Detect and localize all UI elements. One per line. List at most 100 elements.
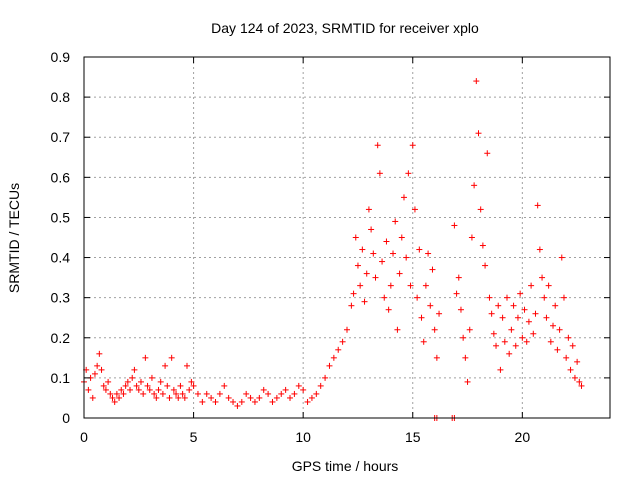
data-point xyxy=(420,338,427,345)
data-point xyxy=(517,290,524,297)
data-point xyxy=(124,378,131,385)
data-point xyxy=(396,270,403,277)
data-point xyxy=(146,386,153,393)
data-point xyxy=(144,382,151,389)
data-point xyxy=(344,326,350,333)
data-point xyxy=(122,382,129,389)
data-point xyxy=(339,338,346,345)
data-point xyxy=(578,382,585,389)
data-point xyxy=(287,394,294,401)
data-point xyxy=(300,386,307,393)
data-point xyxy=(460,334,467,341)
data-point xyxy=(560,294,567,301)
data-point xyxy=(260,386,267,393)
data-point xyxy=(190,382,197,389)
y-tick-label: 0.8 xyxy=(51,89,71,105)
data-point xyxy=(558,254,565,261)
data-point xyxy=(462,354,469,361)
data-point xyxy=(363,270,370,277)
data-point xyxy=(539,274,546,281)
data-point xyxy=(374,142,381,149)
data-point xyxy=(184,362,191,369)
data-point xyxy=(433,354,440,361)
data-point xyxy=(164,382,171,389)
data-point xyxy=(269,398,276,405)
y-tick-label: 0.9 xyxy=(51,49,71,65)
data-point xyxy=(501,338,508,345)
data-point xyxy=(523,338,530,345)
data-point xyxy=(105,378,112,385)
y-tick-label: 0.3 xyxy=(51,290,71,306)
x-tick-label: 15 xyxy=(405,429,421,445)
data-point xyxy=(455,274,462,281)
data-point xyxy=(159,390,166,397)
data-point xyxy=(390,250,397,257)
data-point xyxy=(556,326,563,333)
data-point xyxy=(291,390,298,397)
data-point xyxy=(162,362,169,369)
data-point xyxy=(273,394,280,401)
data-point xyxy=(493,342,500,349)
y-tick-label: 0.2 xyxy=(51,330,71,346)
data-point xyxy=(335,346,342,353)
data-point xyxy=(135,386,142,393)
data-point xyxy=(550,322,557,329)
y-tick-label: 0.5 xyxy=(51,209,71,225)
data-point xyxy=(225,394,232,401)
x-tick-labels: 0 5 10 15 20 xyxy=(80,429,530,445)
data-point xyxy=(326,362,333,369)
data-point xyxy=(175,394,182,401)
data-point xyxy=(100,382,107,389)
data-point xyxy=(528,282,535,289)
data-point xyxy=(247,394,254,401)
data-point xyxy=(429,266,436,273)
data-point xyxy=(403,254,410,261)
y-tick-label: 0.1 xyxy=(51,370,71,386)
data-point xyxy=(131,366,138,373)
data-point xyxy=(265,390,272,397)
data-point xyxy=(414,294,421,301)
data-point xyxy=(409,142,416,149)
data-point xyxy=(381,294,388,301)
data-point xyxy=(89,394,96,401)
data-point xyxy=(479,242,486,249)
data-point xyxy=(153,394,160,401)
data-point xyxy=(91,370,98,377)
data-point xyxy=(486,294,493,301)
data-point xyxy=(398,234,405,241)
x-tick-label: 0 xyxy=(80,429,88,445)
data-point xyxy=(407,282,414,289)
data-point xyxy=(532,310,539,317)
data-point xyxy=(199,398,206,405)
data-point xyxy=(545,282,552,289)
data-point xyxy=(203,390,210,397)
data-point xyxy=(177,382,184,389)
data-point xyxy=(243,390,250,397)
data-point xyxy=(400,194,407,201)
data-point xyxy=(576,378,583,385)
data-point xyxy=(466,326,473,333)
data-point xyxy=(313,390,320,397)
data-point xyxy=(317,382,324,389)
data-point xyxy=(278,390,285,397)
data-point xyxy=(168,354,175,361)
y-tick-label: 0.6 xyxy=(51,169,71,185)
axis-ticks xyxy=(83,56,610,419)
data-point xyxy=(208,394,215,401)
y-axis-label: SRMTID / TECUs xyxy=(6,183,22,293)
x-tick-label: 10 xyxy=(295,429,311,445)
data-point xyxy=(188,378,195,385)
data-point xyxy=(574,358,581,365)
x-axis-label: GPS time / hours xyxy=(292,458,399,474)
data-point xyxy=(322,374,329,381)
data-point xyxy=(379,258,386,265)
data-point xyxy=(563,354,570,361)
data-point xyxy=(530,330,537,337)
data-point xyxy=(111,398,118,405)
data-point xyxy=(107,390,114,397)
data-point xyxy=(482,262,489,269)
data-point xyxy=(525,318,532,325)
data-point xyxy=(392,218,399,225)
data-point xyxy=(230,398,237,405)
